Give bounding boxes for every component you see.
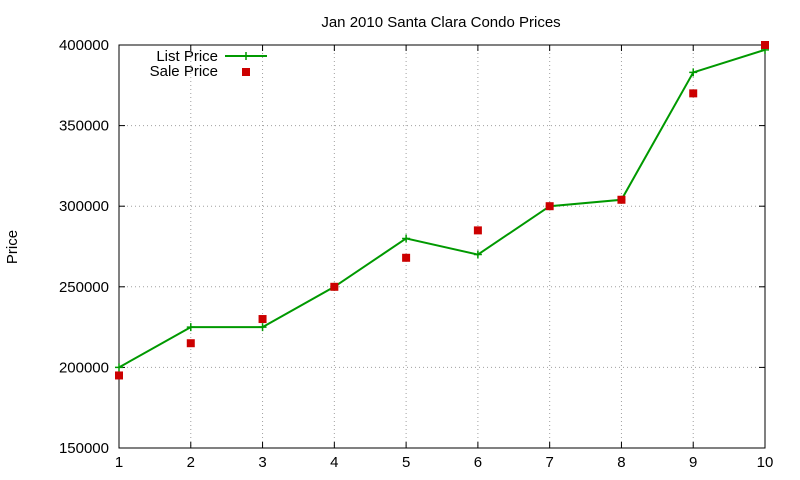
list-price-line	[118, 48, 766, 369]
sale-price-point	[617, 195, 626, 204]
x-tick-label: 1	[115, 454, 123, 471]
list-price-point	[473, 250, 482, 259]
sale-price-point	[330, 282, 339, 291]
x-tick-label: 6	[474, 454, 482, 471]
x-tick-label: 5	[402, 454, 410, 471]
y-axis-label: Price	[4, 230, 21, 264]
x-tick-label: 9	[689, 454, 697, 471]
list-price-point	[258, 323, 267, 332]
x-tick-label: 10	[757, 454, 774, 471]
y-tick-label: 350000	[59, 118, 109, 135]
x-tick-label: 2	[187, 454, 195, 471]
list-price-point	[186, 323, 195, 332]
sale-price-point	[402, 253, 411, 262]
legend-label-sale-price: Sale Price	[150, 63, 218, 80]
list-price-point	[402, 234, 411, 243]
sale-price-point	[258, 315, 267, 324]
sale-price-point	[186, 339, 195, 348]
y-tick-label: 250000	[59, 279, 109, 296]
axis-ticks: 1 2 3 4 5 6 7 8 9 10 150000 200000 250000 300000 35000…	[59, 37, 773, 471]
x-tick-label: 7	[545, 454, 553, 471]
y-tick-label: 300000	[59, 198, 109, 215]
y-tick-label: 150000	[59, 440, 109, 457]
list-price-point	[115, 363, 123, 372]
legend-marker-list-price	[242, 52, 250, 60]
series-layer	[115, 41, 769, 380]
x-tick-label: 4	[330, 454, 338, 471]
sale-price-point	[115, 371, 123, 380]
plot-frame	[118, 44, 766, 449]
y-tick-label: 400000	[59, 37, 109, 54]
sale-price-point	[761, 41, 769, 49]
y-tick-label: 200000	[59, 359, 109, 376]
x-tick-label: 3	[258, 454, 266, 471]
chart-title: Jan 2010 Santa Clara Condo Prices	[321, 14, 560, 31]
x-tick-label: 8	[617, 454, 625, 471]
legend-label-list-price: List Price	[156, 48, 218, 65]
sale-price-point	[545, 202, 554, 211]
sale-price-point	[473, 226, 482, 235]
list-price-point	[689, 68, 698, 77]
legend-swatch-sale-price	[242, 68, 250, 76]
sale-price-point	[689, 89, 698, 98]
